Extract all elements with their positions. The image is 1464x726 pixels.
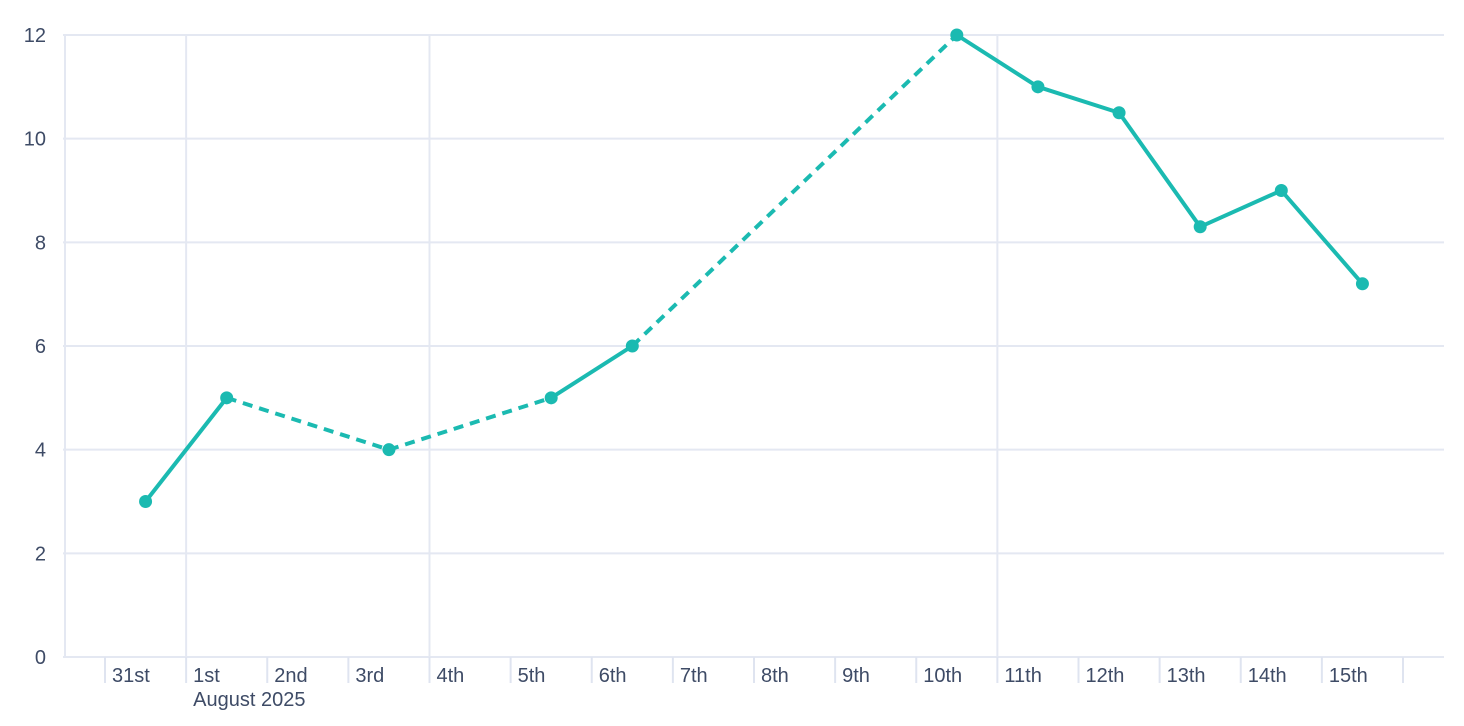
x-tick-label: 10th xyxy=(923,665,962,687)
line-segment-dashed xyxy=(630,33,959,348)
y-tick-label: 0 xyxy=(35,647,46,669)
series-line xyxy=(143,33,1365,504)
x-tick-label: 11th xyxy=(1004,665,1041,687)
data-point[interactable] xyxy=(1112,106,1126,120)
x-tick-label: 4th xyxy=(437,665,465,687)
x-tick-label: 8th xyxy=(761,665,789,687)
y-tick-label: 12 xyxy=(24,25,46,47)
data-points xyxy=(139,28,1369,508)
x-tick-label: 12th xyxy=(1086,665,1125,687)
x-tick-label: 15th xyxy=(1329,665,1368,687)
y-tick-label: 8 xyxy=(35,232,46,254)
x-axis-month-label: August 2025 xyxy=(193,689,305,711)
line-segment-solid xyxy=(1117,110,1203,229)
data-point[interactable] xyxy=(382,443,396,457)
data-point[interactable] xyxy=(1031,80,1045,94)
x-tick-label: 31st xyxy=(112,665,150,687)
x-tick-label: 7th xyxy=(680,665,708,687)
data-point[interactable] xyxy=(544,391,558,405)
data-point[interactable] xyxy=(950,28,964,42)
x-tick-label: 9th xyxy=(842,665,870,687)
line-segment-solid xyxy=(143,395,229,504)
y-tick-label: 4 xyxy=(35,440,46,462)
line-segment-solid xyxy=(1198,188,1284,229)
x-tick-label: 13th xyxy=(1167,665,1206,687)
y-tick-label: 6 xyxy=(35,336,46,358)
x-tick-label: 1st xyxy=(193,665,220,687)
y-tick-label: 10 xyxy=(24,129,46,151)
x-tick-label: 14th xyxy=(1248,665,1287,687)
line-segment-dashed xyxy=(388,395,552,452)
data-point[interactable] xyxy=(625,339,639,353)
data-point[interactable] xyxy=(139,495,153,508)
data-point[interactable] xyxy=(1274,184,1288,197)
line-segment-dashed xyxy=(226,395,390,452)
x-axis-ticks xyxy=(104,657,1404,683)
y-tick-label: 2 xyxy=(35,543,46,565)
x-axis-labels: 31st 1st 2nd 3rd 4th 5th 6th 7th 8th 9th 10th 11th 1… xyxy=(112,665,1368,711)
data-point[interactable] xyxy=(220,391,234,405)
y-axis-labels: 0 2 4 6 8 10 12 xyxy=(24,25,46,669)
x-tick-label: 3rd xyxy=(355,665,384,687)
line-segment-solid xyxy=(1279,188,1365,286)
line-segment-solid xyxy=(549,344,635,400)
line-segment-solid xyxy=(1035,84,1122,115)
data-point[interactable] xyxy=(1193,220,1207,234)
x-tick-label: 6th xyxy=(599,665,627,687)
x-tick-label: 2nd xyxy=(274,665,307,687)
line-segment-solid xyxy=(954,33,1040,89)
gridlines xyxy=(63,34,1444,658)
x-tick-label: 5th xyxy=(518,665,546,687)
data-point[interactable] xyxy=(1355,277,1369,291)
